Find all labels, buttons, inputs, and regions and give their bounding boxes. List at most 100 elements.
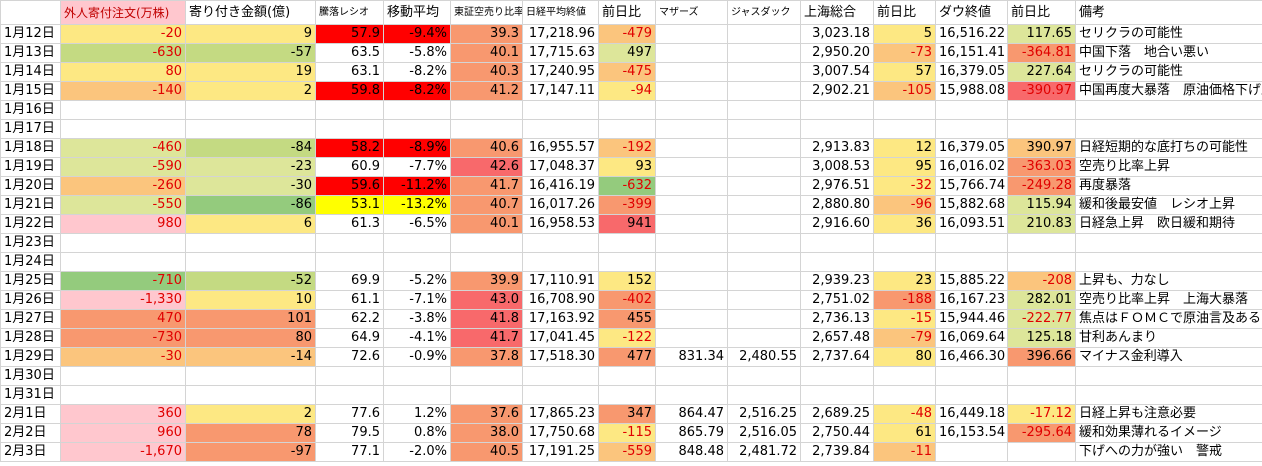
value-cell: 2,976.51 (800, 176, 874, 196)
value-cell: -5.8% (383, 43, 451, 63)
value-cell (935, 100, 1008, 120)
value-cell (598, 385, 656, 405)
value-cell: -208 (1007, 271, 1076, 291)
value-cell (1007, 233, 1076, 253)
value-cell (450, 233, 523, 253)
value-cell: -479 (598, 24, 656, 44)
value-cell: 57 (873, 62, 936, 82)
note-cell (1075, 385, 1262, 405)
table-row: 1月30日 (0, 366, 1262, 386)
table-row: 1月27日 470 101 62.2 -3.8% 41.8 17,163.92 455 2,73… (0, 309, 1262, 329)
note-cell: 甘利あんまり (1075, 328, 1262, 348)
value-cell: 43.0 (450, 290, 523, 310)
value-cell: 36 (873, 214, 936, 234)
date-cell: 1月30日 (0, 366, 61, 386)
value-cell (873, 100, 936, 120)
table-row: 1月31日 (0, 385, 1262, 405)
value-cell (60, 100, 186, 120)
value-cell: 2,737.64 (800, 347, 874, 367)
value-cell (935, 442, 1008, 462)
value-cell: 39.9 (450, 271, 523, 291)
value-cell: 42.6 (450, 157, 523, 177)
value-cell (727, 233, 801, 253)
value-cell: 2 (185, 404, 316, 424)
value-cell (60, 385, 186, 405)
value-cell: -32 (873, 176, 936, 196)
note-cell: マイナス金利導入 (1075, 347, 1262, 367)
value-cell (383, 385, 451, 405)
value-cell: -94 (598, 81, 656, 101)
value-cell: 61.3 (315, 214, 384, 234)
value-cell: 282.01 (1007, 290, 1076, 310)
value-cell (655, 176, 728, 196)
value-cell: 10 (185, 290, 316, 310)
date-cell: 1月31日 (0, 385, 61, 405)
value-cell (383, 119, 451, 139)
value-cell: 37.6 (450, 404, 523, 424)
value-cell: -5.2% (383, 271, 451, 291)
value-cell: 3,007.54 (800, 62, 874, 82)
value-cell: 77.6 (315, 404, 384, 424)
value-cell (935, 233, 1008, 253)
value-cell (655, 385, 728, 405)
value-cell: -8.9% (383, 138, 451, 158)
value-cell: -105 (873, 81, 936, 101)
value-cell: 79.5 (315, 423, 384, 443)
table-row: 1月14日 80 19 63.1 -8.2% 40.3 17,240.95 -475 3,007… (0, 62, 1262, 82)
value-cell: -550 (60, 195, 186, 215)
value-cell (655, 62, 728, 82)
date-cell: 1月14日 (0, 62, 61, 82)
value-cell: 210.83 (1007, 214, 1076, 234)
value-cell (1007, 366, 1076, 386)
value-cell: -8.2% (383, 81, 451, 101)
note-cell: 焦点はＦＯＭＣで原油言及あるか (1075, 309, 1262, 329)
value-cell: -17.12 (1007, 404, 1076, 424)
value-cell (522, 385, 599, 405)
value-cell: 16,449.18 (935, 404, 1008, 424)
column-header: 騰落レシオ (315, 0, 384, 25)
value-cell: -295.64 (1007, 423, 1076, 443)
value-cell: -1,330 (60, 290, 186, 310)
value-cell: 60.9 (315, 157, 384, 177)
value-cell: 3,008.53 (800, 157, 874, 177)
value-cell (185, 385, 316, 405)
value-cell: 1.2% (383, 404, 451, 424)
value-cell (598, 119, 656, 139)
value-cell (60, 252, 186, 272)
table-row: 1月12日 -20 9 57.9 -9.4% 39.3 17,218.96 -479 3,023… (0, 24, 1262, 44)
value-cell: 2,739.84 (800, 442, 874, 462)
value-cell (655, 309, 728, 329)
note-cell (1075, 119, 1262, 139)
value-cell (655, 271, 728, 291)
table-row: 1月26日 -1,330 10 61.1 -7.1% 43.0 16,708.90 -402 2… (0, 290, 1262, 310)
value-cell: 77.1 (315, 442, 384, 462)
value-cell (383, 100, 451, 120)
value-cell (727, 290, 801, 310)
value-cell: 2,950.20 (800, 43, 874, 63)
value-cell (727, 119, 801, 139)
value-cell (1007, 100, 1076, 120)
note-cell: セリクラの可能性 (1075, 24, 1262, 44)
value-cell: -363.03 (1007, 157, 1076, 177)
value-cell (655, 195, 728, 215)
table-row: 1月15日 -140 2 59.8 -8.2% 41.2 17,147.11 -94 2,902… (0, 81, 1262, 101)
value-cell: 16,379.05 (935, 62, 1008, 82)
column-header: 移動平均 (383, 0, 451, 25)
value-cell: 390.97 (1007, 138, 1076, 158)
date-cell: 1月28日 (0, 328, 61, 348)
value-cell: -590 (60, 157, 186, 177)
value-cell (727, 328, 801, 348)
table-row: 1月20日 -260 -30 59.6 -11.2% 41.7 16,416.19 -632 2… (0, 176, 1262, 196)
value-cell: -6.5% (383, 214, 451, 234)
corner-cell (0, 0, 61, 25)
value-cell: 38.0 (450, 423, 523, 443)
value-cell (655, 24, 728, 44)
value-cell (383, 233, 451, 253)
value-cell: 125.18 (1007, 328, 1076, 348)
value-cell: 40.1 (450, 214, 523, 234)
value-cell: 101 (185, 309, 316, 329)
column-header: 寄り付き金額(億) (185, 0, 316, 25)
column-header: ダウ終値 (935, 0, 1008, 25)
value-cell: 2,751.02 (800, 290, 874, 310)
value-cell: -122 (598, 328, 656, 348)
